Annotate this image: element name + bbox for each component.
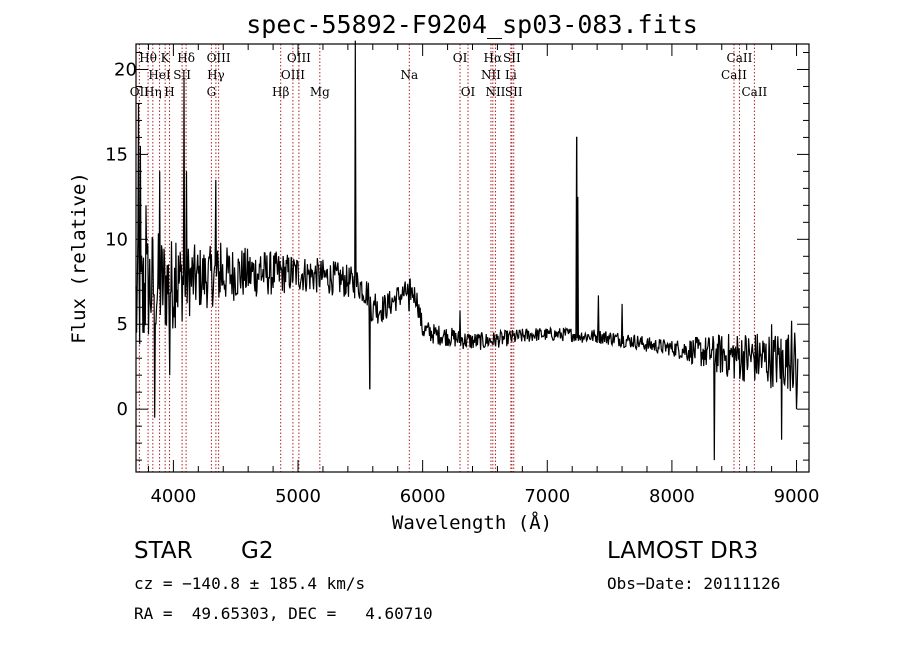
- plot-frame: [135, 43, 810, 473]
- spectral-line-label-19: NII: [481, 68, 501, 82]
- x-tick-label-4: 8000: [649, 486, 695, 507]
- x-tick-label-1: 5000: [275, 486, 321, 507]
- spectral-line-label-2: HeI: [148, 68, 171, 82]
- redshift-velocity: cz = −140.8 ± 185.4 km/s: [134, 574, 366, 593]
- spectral-line-label-24: CaII: [727, 51, 753, 65]
- x-tick-label-0: 4000: [150, 486, 196, 507]
- spectral-line-label-23: SII: [505, 85, 523, 99]
- spectral-line-label-18: Hα: [484, 51, 503, 65]
- y-tick-label-1: 5: [117, 314, 128, 335]
- spectral-line-label-26: CaII: [741, 85, 767, 99]
- spectral-line-label-21: SII: [503, 51, 521, 65]
- spectral-line-label-10: G: [207, 85, 217, 99]
- flux-series-line: [135, 40, 799, 461]
- y-tick-label-0: 0: [117, 399, 128, 420]
- spectral-line-markers: [138, 44, 755, 472]
- spectral-line-label-11: Hβ: [272, 85, 289, 99]
- spectral-line-label-8: OIII: [207, 51, 231, 65]
- spectral-line-label-3: Hη: [144, 85, 162, 99]
- spectral-line-label-7: Hδ: [177, 51, 195, 65]
- spectral-line-label-4: K: [161, 51, 171, 65]
- y-axis-ticks: 0 5 10 15 20: [105, 51, 809, 461]
- x-tick-label-5: 9000: [774, 486, 820, 507]
- spectral-line-label-0: Hθ: [139, 51, 157, 65]
- spectral-line-label-25: CaII: [721, 68, 747, 82]
- chart-title: spec-55892-F9204_sp03-083.fits: [246, 10, 698, 39]
- y-tick-label-top: 20: [114, 59, 137, 80]
- spectral-line-label-20: NII: [485, 85, 505, 99]
- spectral-line-label-17: OI: [461, 85, 476, 99]
- x-tick-label-3: 7000: [524, 486, 570, 507]
- y-tick-label-3: 15: [105, 144, 128, 165]
- y-tick-label-2: 10: [105, 229, 128, 250]
- spectral-line-label-9: Hγ: [207, 68, 225, 82]
- spectral-line-label-1: OII: [130, 85, 150, 99]
- x-axis-ticks: 4000 5000 6000 7000 8000 9000: [147, 44, 820, 507]
- spectral-line-label-16: OI: [453, 51, 468, 65]
- spectral-line-label-22: Li: [505, 68, 517, 82]
- spectral-line-label-14: Mg: [310, 85, 330, 99]
- object-type: STAR: [134, 538, 193, 564]
- object-subclass: G2: [241, 538, 274, 564]
- spectral-line-label-12: OIII: [287, 51, 311, 65]
- x-tick-label-2: 6000: [400, 486, 446, 507]
- y-axis-label: Flux (relative): [68, 172, 90, 344]
- spectral-line-label-15: Na: [400, 68, 418, 82]
- spectral-line-label-5: H: [164, 85, 174, 99]
- coordinates: RA = 49.65303, DEC = 4.60710: [134, 604, 433, 623]
- observation-date: Obs−Date: 20111126: [607, 574, 781, 593]
- survey-name: LAMOST DR3: [607, 538, 759, 564]
- x-axis-label: Wavelength (Å): [392, 511, 552, 534]
- spectral-line-label-6: SII: [173, 68, 191, 82]
- spectral-line-label-13: OIII: [281, 68, 305, 82]
- spectral-line-labels: Hθ OII HeI Hη K H SII Hδ OIII Hγ G Hβ OIII OIII Mg Na OI…: [130, 51, 768, 99]
